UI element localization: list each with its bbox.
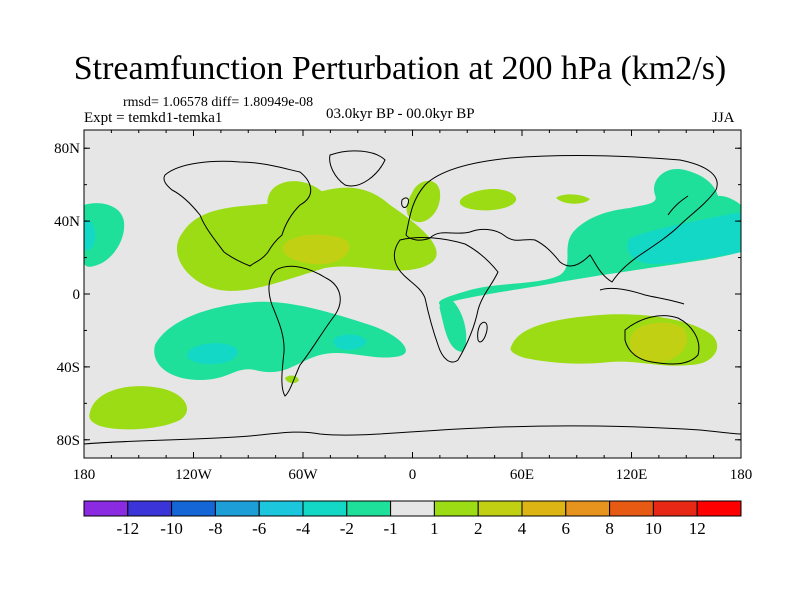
colorbar-swatch xyxy=(652,500,698,517)
colorbar-tick-label: -10 xyxy=(160,519,183,538)
colorbar-swatch xyxy=(565,500,611,517)
contour-region xyxy=(459,189,517,211)
contour-region xyxy=(627,212,741,264)
x-tick-label: 60W xyxy=(288,467,318,483)
contour-region xyxy=(439,169,741,305)
stats-label: rmsd= 1.06578 diff= 1.80949e-08 xyxy=(123,95,314,110)
colorbar-swatch xyxy=(127,500,173,517)
coastline-north-america xyxy=(163,160,312,267)
y-tick-label: 0 xyxy=(73,287,81,303)
colorbar-swatch xyxy=(521,500,567,517)
coastlines xyxy=(84,150,741,445)
contour-region xyxy=(187,343,238,364)
colorbar-tick-label: -12 xyxy=(116,519,139,538)
y-tick-label: 40S xyxy=(57,360,80,376)
colorbar-swatch xyxy=(696,500,742,517)
colorbar-tick-label: -4 xyxy=(296,519,311,538)
experiment-label: Expt = temkd1-temka1 xyxy=(84,110,223,126)
y-tick-label: 80S xyxy=(57,433,80,449)
colorbar: -12 -10 -8 -6 -4 -2 -1 1 2 4 6 8 10 12 xyxy=(83,500,742,538)
x-tick-label: 120E xyxy=(616,467,648,483)
y-tick-label: 40N xyxy=(54,214,80,230)
x-tick-label: 180 xyxy=(730,467,753,483)
contour-region xyxy=(439,299,467,352)
contour-region xyxy=(629,322,688,363)
colorbar-swatch xyxy=(433,500,479,517)
x-tick-label: 180 xyxy=(73,467,96,483)
coastline-antarctica xyxy=(84,425,741,445)
contour-region xyxy=(406,180,441,223)
colorbar-tick-label: -8 xyxy=(208,519,222,538)
y-axis: 80N 40N 0 40S 80S xyxy=(54,141,741,449)
x-axis: 180 120W 60W 0 60E 120E 180 xyxy=(73,130,753,483)
colorbar-tick-label: -2 xyxy=(340,519,354,538)
coastline-southeast-asia xyxy=(599,287,685,305)
coastline-eurasia xyxy=(405,155,718,283)
coastline-africa xyxy=(393,236,499,363)
y-tick-label: 80N xyxy=(54,141,80,157)
colorbar-swatch xyxy=(477,500,523,517)
x-tick-label: 60E xyxy=(510,467,534,483)
colorbar-tick-label: -1 xyxy=(384,519,398,538)
colorbar-tick-label: 10 xyxy=(645,519,662,538)
coastline-greenland xyxy=(329,150,386,187)
colorbar-tick-label: 8 xyxy=(605,519,614,538)
contour-region xyxy=(368,207,377,214)
contour-region xyxy=(89,386,188,430)
colorbar-swatch xyxy=(609,500,654,517)
coastline-uk xyxy=(401,197,409,208)
coastline-australia xyxy=(624,315,700,365)
colorbar-tick-label: -6 xyxy=(252,519,266,538)
colorbar-tick-label: 4 xyxy=(518,519,527,538)
contour-region xyxy=(285,375,299,384)
contour-region xyxy=(333,334,367,350)
colorbar-swatch xyxy=(346,500,392,517)
contour-region xyxy=(282,234,350,265)
colorbar-swatch xyxy=(214,500,260,517)
colorbar-swatch xyxy=(171,500,216,517)
x-tick-label: 0 xyxy=(409,467,417,483)
coastline-japan xyxy=(667,195,689,216)
coastline-madagascar xyxy=(477,321,488,343)
colorbar-tick-label: 1 xyxy=(430,519,439,538)
period-label: 03.0kyr BP - 00.0kyr BP xyxy=(326,106,475,122)
colorbar-tick-label: 6 xyxy=(562,519,571,538)
contour-region xyxy=(84,203,125,267)
season-label: JJA xyxy=(712,110,735,126)
plot-background xyxy=(84,130,741,458)
contour-region xyxy=(84,219,95,251)
colorbar-swatch xyxy=(390,500,435,517)
chart-title: Streamfunction Perturbation at 200 hPa (… xyxy=(73,50,727,87)
x-tick-label: 120W xyxy=(175,467,213,483)
colorbar-swatch xyxy=(83,500,129,517)
colorbar-swatch xyxy=(302,500,348,517)
colorbar-tick-label: 12 xyxy=(689,519,706,538)
contour-region xyxy=(556,194,590,204)
colorbar-swatch xyxy=(258,500,304,517)
contour-layer xyxy=(84,169,741,430)
coastline-south-america xyxy=(268,265,341,397)
colorbar-tick-label: 2 xyxy=(474,519,483,538)
